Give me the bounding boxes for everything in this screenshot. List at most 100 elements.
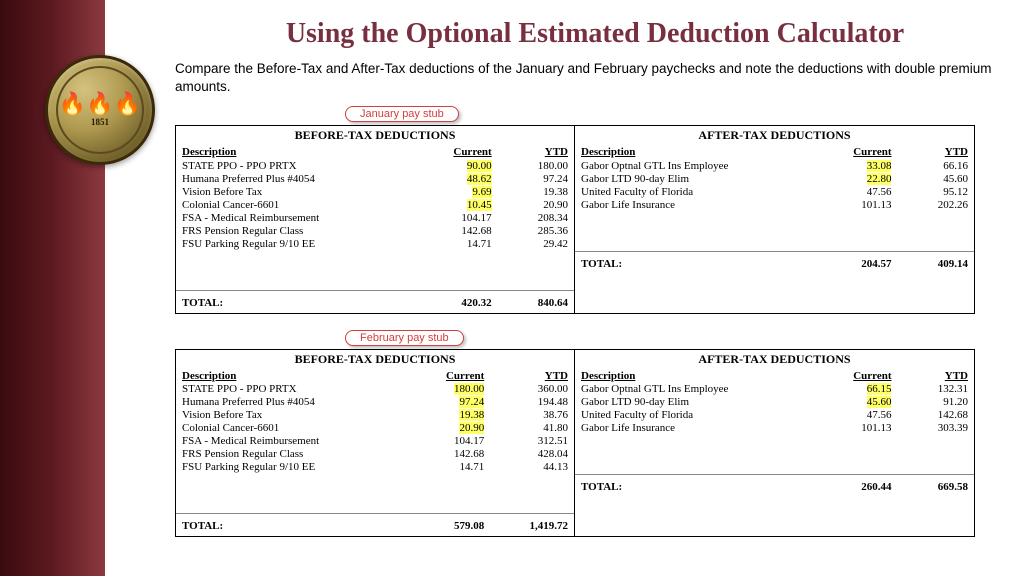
deduction-ytd: 19.38 <box>498 185 574 198</box>
deduction-description: Vision Before Tax <box>176 185 407 198</box>
deduction-ytd: 142.68 <box>897 409 974 422</box>
table-row: Vision Before Tax19.3838.76 <box>176 409 574 422</box>
seal-torches-icon: 🔥🔥🔥 <box>59 93 141 115</box>
deduction-description: FSA - Medical Reimbursement <box>176 211 407 224</box>
deduction-current: 101.13 <box>806 422 897 435</box>
deduction-current: 20.90 <box>407 422 490 435</box>
deduction-description: Gabor Life Insurance <box>575 198 806 211</box>
deduction-ytd: 132.31 <box>897 383 974 396</box>
page-title: Using the Optional Estimated Deduction C… <box>175 18 1015 50</box>
deduction-current: 19.38 <box>407 409 490 422</box>
deduction-description: Gabor LTD 90-day Elim <box>575 172 806 185</box>
deduction-description: STATE PPO - PPO PRTX <box>176 383 407 396</box>
after-tax-heading: AFTER-TAX DEDUCTIONS <box>575 126 974 145</box>
deduction-description: Humana Preferred Plus #4054 <box>176 396 407 409</box>
table-row: FSU Parking Regular 9/10 EE14.7129.42 <box>176 237 574 250</box>
deduction-current: 90.00 <box>407 159 498 172</box>
deduction-current: 97.24 <box>407 396 490 409</box>
january-label: January pay stub <box>345 106 459 122</box>
total-label: TOTAL: <box>575 251 806 274</box>
total-label: TOTAL: <box>176 514 407 537</box>
deduction-ytd: 20.90 <box>498 198 574 211</box>
table-row: Gabor Optnal GTL Ins Employee33.0866.16 <box>575 159 974 172</box>
deduction-ytd: 428.04 <box>490 448 574 461</box>
table-row: FSU Parking Regular 9/10 EE14.7144.13 <box>176 461 574 474</box>
deduction-description: Gabor Optnal GTL Ins Employee <box>575 159 806 172</box>
deduction-description: Colonial Cancer-6601 <box>176 198 407 211</box>
table-row: STATE PPO - PPO PRTX90.00180.00 <box>176 159 574 172</box>
deduction-ytd: 180.00 <box>498 159 574 172</box>
total-label: TOTAL: <box>575 475 806 498</box>
deduction-description: FRS Pension Regular Class <box>176 224 407 237</box>
deduction-current: 47.56 <box>806 409 897 422</box>
deduction-current: 14.71 <box>407 237 498 250</box>
deduction-ytd: 208.34 <box>498 211 574 224</box>
col-desc: Description <box>176 145 407 159</box>
slide-content: Using the Optional Estimated Deduction C… <box>175 18 1015 551</box>
feb-after-total-y: 669.58 <box>897 475 974 498</box>
col-desc: Description <box>575 145 806 159</box>
deduction-description: Humana Preferred Plus #4054 <box>176 172 407 185</box>
deduction-ytd: 38.76 <box>490 409 574 422</box>
feb-before-total-c: 579.08 <box>407 514 490 537</box>
deduction-current: 142.68 <box>407 448 490 461</box>
february-paystub: BEFORE-TAX DEDUCTIONS Description Curren… <box>175 349 1015 538</box>
deduction-description: FSU Parking Regular 9/10 EE <box>176 237 407 250</box>
january-paystub: BEFORE-TAX DEDUCTIONS Description Curren… <box>175 125 1015 314</box>
table-row: STATE PPO - PPO PRTX180.00360.00 <box>176 383 574 396</box>
after-tax-heading: AFTER-TAX DEDUCTIONS <box>575 350 974 369</box>
deduction-ytd: 97.24 <box>498 172 574 185</box>
deduction-current: 10.45 <box>407 198 498 211</box>
before-tax-heading: BEFORE-TAX DEDUCTIONS <box>176 350 574 369</box>
deduction-ytd: 66.16 <box>897 159 974 172</box>
jan-after-total-c: 204.57 <box>806 251 897 274</box>
deduction-current: 142.68 <box>407 224 498 237</box>
table-row: Gabor Optnal GTL Ins Employee66.15132.31 <box>575 383 974 396</box>
deduction-ytd: 44.13 <box>490 461 574 474</box>
table-row: Colonial Cancer-660120.9041.80 <box>176 422 574 435</box>
jan-before-total-c: 420.32 <box>407 290 498 313</box>
deduction-current: 22.80 <box>806 172 897 185</box>
deduction-description: Vision Before Tax <box>176 409 407 422</box>
deduction-current: 180.00 <box>407 383 490 396</box>
total-label: TOTAL: <box>176 290 407 313</box>
jan-before-table: Description Current YTD STATE PPO - PPO … <box>176 145 574 313</box>
table-row: FRS Pension Regular Class142.68285.36 <box>176 224 574 237</box>
deduction-current: 33.08 <box>806 159 897 172</box>
deduction-ytd: 91.20 <box>897 396 974 409</box>
deduction-description: Gabor Optnal GTL Ins Employee <box>575 383 806 396</box>
jan-before-panel: BEFORE-TAX DEDUCTIONS Description Curren… <box>175 125 575 314</box>
deduction-description: FRS Pension Regular Class <box>176 448 407 461</box>
fsu-seal: 🔥🔥🔥 1851 <box>45 55 155 165</box>
deduction-ytd: 194.48 <box>490 396 574 409</box>
table-row: Gabor LTD 90-day Elim45.6091.20 <box>575 396 974 409</box>
col-ytd: YTD <box>897 145 974 159</box>
deduction-current: 66.15 <box>806 383 897 396</box>
table-row: FSA - Medical Reimbursement104.17312.51 <box>176 435 574 448</box>
deduction-current: 47.56 <box>806 185 897 198</box>
before-tax-heading: BEFORE-TAX DEDUCTIONS <box>176 126 574 145</box>
deduction-description: FSA - Medical Reimbursement <box>176 435 407 448</box>
col-ytd: YTD <box>490 369 574 383</box>
deduction-current: 9.69 <box>407 185 498 198</box>
deduction-ytd: 312.51 <box>490 435 574 448</box>
jan-before-total-y: 840.64 <box>498 290 574 313</box>
deduction-description: Gabor Life Insurance <box>575 422 806 435</box>
table-row: FRS Pension Regular Class142.68428.04 <box>176 448 574 461</box>
deduction-ytd: 285.36 <box>498 224 574 237</box>
deduction-ytd: 360.00 <box>490 383 574 396</box>
deduction-ytd: 29.42 <box>498 237 574 250</box>
deduction-ytd: 41.80 <box>490 422 574 435</box>
table-row: Vision Before Tax9.6919.38 <box>176 185 574 198</box>
jan-after-panel: AFTER-TAX DEDUCTIONS Description Current… <box>575 125 975 314</box>
col-desc: Description <box>176 369 407 383</box>
col-current: Current <box>407 369 490 383</box>
february-label: February pay stub <box>345 330 464 346</box>
deduction-current: 104.17 <box>407 211 498 224</box>
deduction-description: Gabor LTD 90-day Elim <box>575 396 806 409</box>
deduction-current: 101.13 <box>806 198 897 211</box>
col-ytd: YTD <box>498 145 574 159</box>
table-row: Gabor Life Insurance101.13303.39 <box>575 422 974 435</box>
feb-after-panel: AFTER-TAX DEDUCTIONS Description Current… <box>575 349 975 538</box>
deduction-ytd: 95.12 <box>897 185 974 198</box>
